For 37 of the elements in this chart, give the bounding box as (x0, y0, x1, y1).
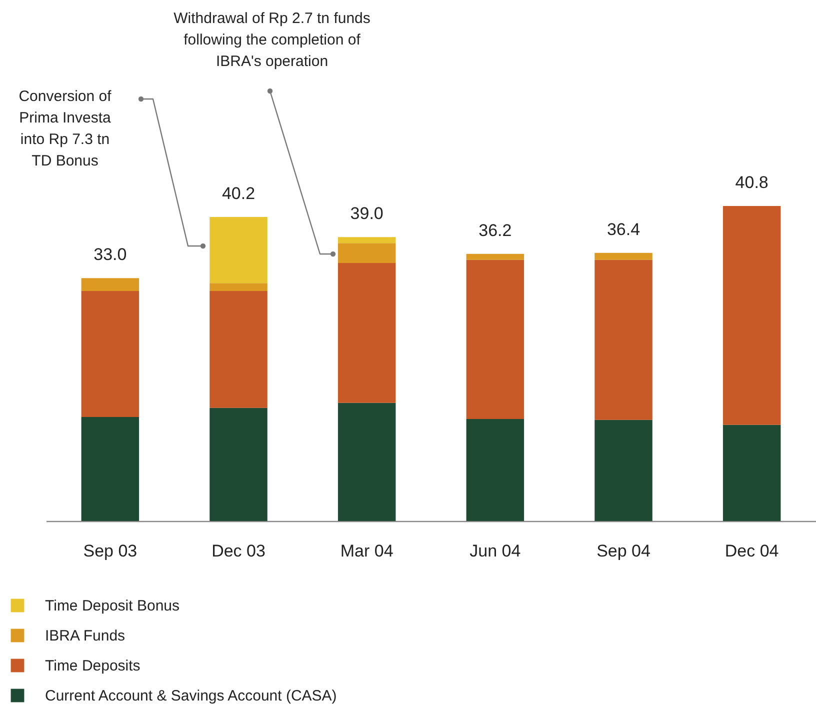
annotation: 39.0 (350, 204, 384, 224)
bar (594, 252, 652, 260)
annotation: 36.2 (478, 220, 512, 240)
bar (466, 260, 524, 419)
x-tick-label: Dec 04 (724, 542, 779, 560)
x-tick-label: Sep 04 (596, 542, 650, 560)
bar (594, 260, 652, 420)
bar (722, 206, 781, 425)
bar (210, 217, 268, 284)
x-tick-label: Jun 04 (470, 542, 521, 560)
bar (338, 402, 396, 521)
bar (210, 283, 268, 292)
legend-label: IBRA Funds (45, 628, 126, 644)
bar (81, 291, 140, 418)
annotation: 40.8 (735, 173, 768, 192)
bar (210, 408, 268, 521)
legend-label: Time Deposits (45, 658, 140, 674)
annotation: 36.4 (606, 220, 640, 239)
legend-label: Time Deposit Bonus (45, 598, 180, 614)
text: Withdrawal of Rp 2.7 tn funds following the completion of IBRA's operation (174, 10, 370, 70)
bar (466, 418, 524, 521)
annotation: 33.0 (94, 245, 127, 264)
bar (210, 291, 268, 408)
x-tick-label: Mar 04 (340, 542, 394, 560)
legend-label: Current Account & Savings Account (CASA) (45, 688, 337, 704)
bar (594, 420, 652, 521)
annotation: 40.2 (222, 184, 256, 204)
x-tick-label: Dec 03 (212, 542, 266, 560)
bar (338, 237, 396, 244)
bar (338, 243, 396, 264)
bar (81, 278, 140, 292)
bar (722, 424, 781, 521)
bar (81, 417, 140, 521)
x-tick-label: Sep 03 (83, 542, 138, 560)
bar (466, 254, 524, 260)
text: Conversion of Prima Investa into Rp 7.3 tn TD Bonus (18, 88, 112, 170)
bar (338, 263, 396, 403)
